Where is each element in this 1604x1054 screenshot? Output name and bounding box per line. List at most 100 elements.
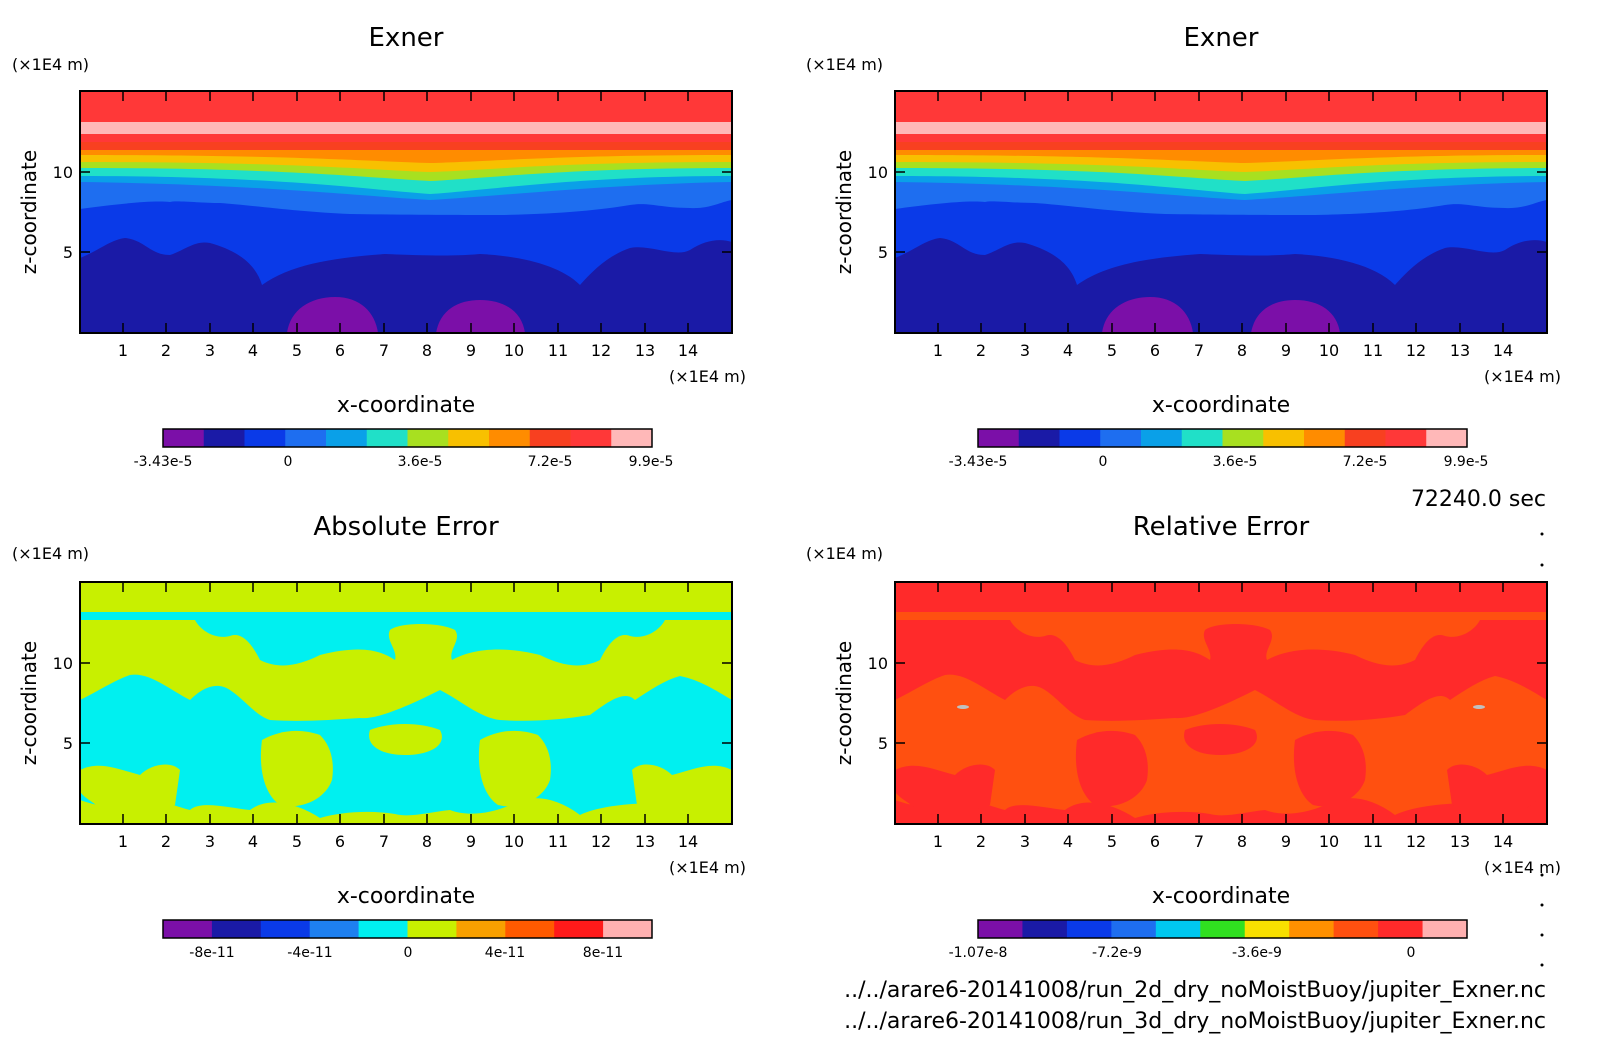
x-tick-label: 11 <box>548 832 568 851</box>
colorbar-swatch <box>1263 429 1305 447</box>
colorbar-label: 4e-11 <box>485 945 525 961</box>
y-tick-label: 5 <box>878 734 888 753</box>
x-tick-label: 14 <box>1493 832 1513 851</box>
x-tick-label: 12 <box>591 341 611 360</box>
y-tick-label: 10 <box>53 163 73 182</box>
x-tick-label: 6 <box>1150 341 1160 360</box>
x-tick-label: 2 <box>976 341 986 360</box>
y-tick-labels: 5 10 <box>53 654 73 753</box>
x-tick-labels: 1 2 3 4 5 6 7 8 9 10 11 12 13 14 <box>933 341 1513 360</box>
colorbar-label: 0 <box>284 454 293 470</box>
y-unit-label: (×1E4 m) <box>12 544 89 563</box>
colorbar: -3.43e-5 0 3.6e-5 7.2e-5 9.9e-5 <box>134 428 673 470</box>
colorbar-label: -3.43e-5 <box>949 454 1008 470</box>
colorbar-swatch <box>358 920 408 938</box>
y-axis-label: z-coordinate <box>832 641 856 765</box>
colorbar-swatch <box>407 429 449 447</box>
x-tick-label: 5 <box>292 832 302 851</box>
x-tick-label: 8 <box>1237 341 1247 360</box>
colorbar-swatch <box>1333 920 1379 938</box>
x-tick-label: 7 <box>379 341 389 360</box>
colorbar-label: -7.2e-9 <box>1092 945 1142 961</box>
x-tick-label: 11 <box>1363 832 1383 851</box>
colorbar-swatch <box>1378 920 1424 938</box>
x-tick-label: 3 <box>1020 341 1030 360</box>
x-tick-label: 10 <box>1319 341 1339 360</box>
colorbar-label: 0 <box>1099 454 1108 470</box>
file-path-2d: ../../arare6-20141008/run_2d_dry_noMoist… <box>844 978 1546 1003</box>
panel-title: Absolute Error <box>313 512 499 542</box>
colorbar-label: 8e-11 <box>583 945 623 961</box>
x-unit-label: (×1E4 m) <box>669 858 746 877</box>
colorbar-swatch <box>1022 920 1068 938</box>
side-tick-marks <box>80 171 732 253</box>
panel-exner-3d: Exner (×1E4 m) <box>806 23 1561 470</box>
plot-frame <box>894 90 1548 334</box>
colorbar-swatch <box>1200 920 1246 938</box>
colorbar-swatch <box>448 429 490 447</box>
colorbar-swatch <box>1385 429 1427 447</box>
x-axis-label: x-coordinate <box>337 884 475 909</box>
x-tick-label: 14 <box>678 341 698 360</box>
colorbar-swatch <box>163 920 213 938</box>
x-tick-label: 13 <box>1450 341 1470 360</box>
x-tick-labels: 1 2 3 4 5 6 7 8 9 10 11 12 13 14 <box>118 341 698 360</box>
colorbar-swatch <box>244 429 286 447</box>
x-unit-label: (×1E4 m) <box>669 367 746 386</box>
x-axis-label: x-coordinate <box>1152 884 1290 909</box>
x-tick-label: 10 <box>1319 832 1339 851</box>
y-tick-label: 10 <box>53 654 73 673</box>
x-tick-label: 10 <box>504 832 524 851</box>
x-tick-label: 8 <box>422 832 432 851</box>
y-tick-labels: 5 10 <box>868 654 888 753</box>
x-tick-label: 11 <box>548 341 568 360</box>
x-axis-label: x-coordinate <box>337 393 475 418</box>
y-axis-label: z-coordinate <box>17 150 41 274</box>
y-axis-label: z-coordinate <box>17 641 41 765</box>
top-tick-marks <box>122 91 689 101</box>
x-tick-label: 13 <box>635 832 655 851</box>
colorbar-swatch <box>1181 429 1223 447</box>
colorbar: -8e-11 -4e-11 0 4e-11 8e-11 <box>162 919 653 961</box>
x-unit-label: (×1E4 m) <box>1484 858 1561 877</box>
colorbar-label: 7.2e-5 <box>1343 454 1388 470</box>
bottom-tick-marks <box>122 323 689 333</box>
y-tick-label: 5 <box>878 243 888 262</box>
colorbar-swatch <box>1059 429 1101 447</box>
x-tick-label: 13 <box>1450 832 1470 851</box>
colorbar-swatch <box>1426 429 1468 447</box>
colorbar-swatch <box>366 429 408 447</box>
x-tick-label: 5 <box>292 341 302 360</box>
colorbar-swatch <box>1304 429 1346 447</box>
x-tick-label: 3 <box>1020 832 1030 851</box>
y-tick-label: 5 <box>63 243 73 262</box>
x-tick-label: 9 <box>1281 341 1291 360</box>
x-tick-label: 11 <box>1363 341 1383 360</box>
contour-field <box>80 582 732 824</box>
x-tick-label: 9 <box>466 341 476 360</box>
colorbar-label: 3.6e-5 <box>1213 454 1258 470</box>
x-tick-label: 1 <box>118 832 128 851</box>
x-tick-label: 2 <box>161 832 171 851</box>
x-tick-label: 12 <box>1406 832 1426 851</box>
contour-field <box>80 91 732 333</box>
colorbar-swatch <box>529 429 571 447</box>
colorbar-label: -8e-11 <box>189 945 234 961</box>
x-tick-label: 5 <box>1107 832 1117 851</box>
colorbar-label: -1.07e-8 <box>949 945 1008 961</box>
colorbar-swatch <box>326 429 368 447</box>
x-tick-label: 1 <box>118 341 128 360</box>
plot-frame <box>79 581 733 825</box>
y-tick-label: 5 <box>63 734 73 753</box>
colorbar-swatches <box>978 429 1468 447</box>
colorbar-swatch <box>554 920 604 938</box>
colorbar-swatch <box>1244 920 1290 938</box>
colorbar-swatch <box>1344 429 1386 447</box>
colorbar-swatch <box>1155 920 1201 938</box>
colorbar-swatch <box>978 920 1023 938</box>
y-tick-label: 10 <box>868 654 888 673</box>
colorbar-swatch <box>1066 920 1112 938</box>
margin-dots <box>1540 532 1544 967</box>
colorbar-swatch <box>260 920 311 938</box>
